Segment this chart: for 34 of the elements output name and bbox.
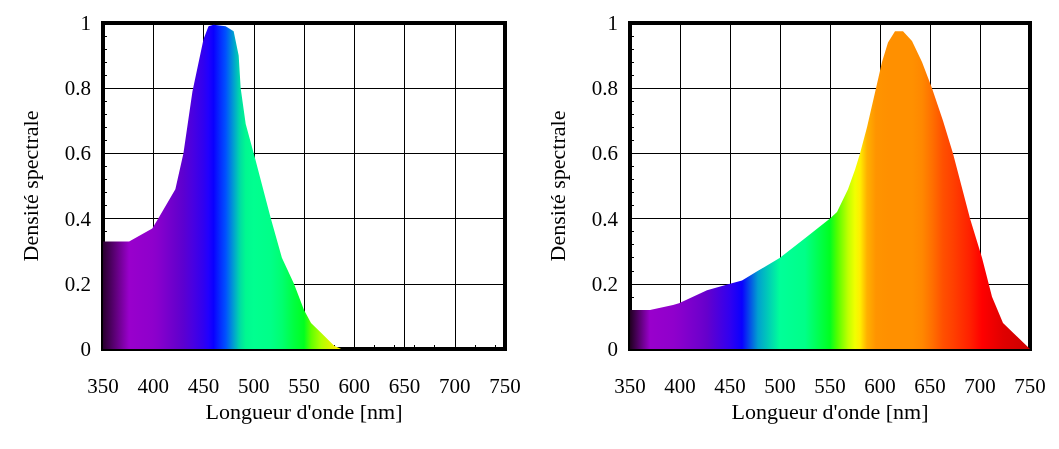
x-tick-label: 700	[439, 373, 471, 398]
x-tick-label: 400	[137, 373, 169, 398]
x-tick-label: 750	[489, 373, 521, 398]
y-tick-label: 0.6	[64, 141, 91, 166]
y-axis-title: Densité spectrale	[544, 110, 570, 262]
x-tick-label: 500	[764, 373, 796, 398]
x-tick-label: 600	[864, 373, 896, 398]
x-tick-label: 600	[338, 373, 370, 398]
y-tick-label: 0.6	[591, 141, 618, 166]
x-tick-label: 350	[614, 373, 646, 398]
x-tick-label: 550	[814, 373, 846, 398]
y-tick-label: 0	[80, 337, 91, 361]
x-tick-label: 500	[238, 373, 270, 398]
x-axis-title: Longueur d'onde [nm]	[731, 399, 929, 425]
y-tick-label: 0.2	[64, 271, 91, 296]
y-tick-label: 0	[607, 337, 618, 361]
y-axis-title: Densité spectrale	[17, 110, 43, 262]
x-tick-label: 650	[914, 373, 946, 398]
y-tick-label: 0.8	[64, 76, 91, 101]
y-tick-label: 1	[607, 11, 618, 35]
x-tick-label: 400	[664, 373, 696, 398]
x-axis-title: Longueur d'onde [nm]	[205, 399, 403, 425]
y-tick-label: 0.2	[591, 271, 618, 296]
x-tick-label: 650	[388, 373, 421, 398]
x-tick-label: 450	[714, 373, 746, 398]
y-tick-label: 0.4	[591, 206, 619, 231]
x-tick-label: 550	[288, 373, 320, 398]
x-tick-label: 700	[964, 373, 996, 398]
y-tick-label: 0.8	[591, 76, 618, 101]
x-tick-label: 350	[87, 373, 119, 398]
x-tick-label: 750	[1014, 373, 1046, 398]
y-tick-label: 0.4	[64, 206, 92, 231]
y-tick-label: 1	[80, 11, 91, 35]
x-tick-label: 450	[187, 373, 220, 398]
